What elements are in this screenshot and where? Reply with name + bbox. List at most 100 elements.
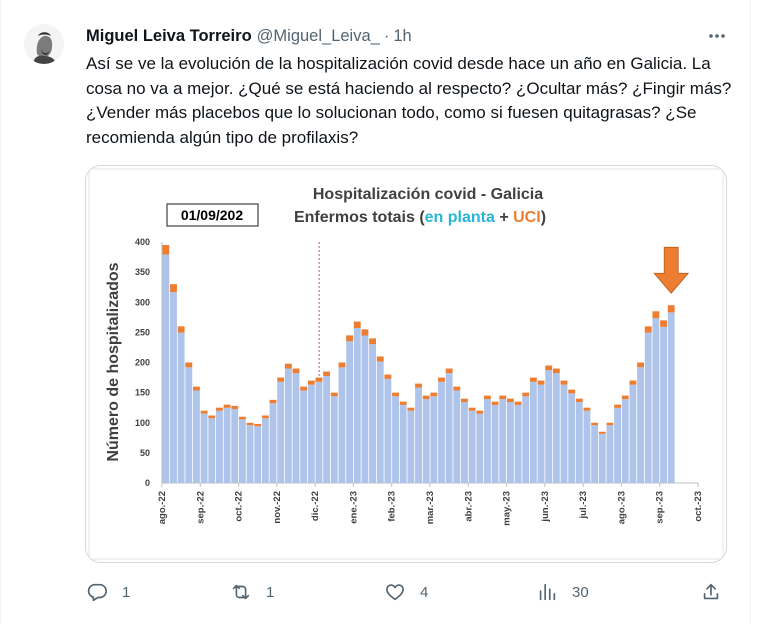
bar-uci [468,407,476,411]
like-button[interactable]: 4 [384,574,428,610]
bar-uci [246,422,254,426]
bar-uci [162,245,170,255]
x-tick-label: may.-23 [502,491,513,526]
bar-ward [652,318,660,483]
x-tick-label: ene.-23 [348,491,359,524]
bar-ward [261,418,269,483]
bar-uci [568,389,576,394]
bar-uci [660,320,667,327]
bar-uci [330,392,338,397]
bar-ward [629,384,637,483]
view-count: 30 [572,583,589,601]
bar-ward [667,312,675,483]
bar-uci [667,305,675,313]
bar-ward [338,367,346,483]
timeline-divider-right [750,0,751,624]
x-tick-label: oct.-23 [693,491,704,522]
bar-ward [300,390,308,483]
highlight-arrow [653,246,690,294]
bar-ward [468,410,476,483]
bar-ward [177,332,185,483]
timestamp[interactable]: 1h [393,26,412,45]
user-handle[interactable]: @Miguel_Leiva_ [256,26,380,45]
timeline-divider-left [0,0,1,624]
bar-uci [346,335,354,342]
bar-uci [193,386,200,391]
bar-ward [185,367,193,483]
bar-ward [392,396,399,483]
bar-uci [445,368,453,374]
chart-subtitle-part-2: + [495,209,513,226]
bar-ward [254,426,262,483]
share-button[interactable] [700,574,722,610]
x-tick-label: feb.-23 [387,491,398,522]
bar-ward [591,425,599,483]
tweet-media-image[interactable]: Hospitalización covid - Galicia Enfermos … [85,165,727,563]
bar-ward [422,399,430,483]
bar-ward [522,396,530,483]
bar-uci [277,377,285,382]
bar-uci [637,362,644,368]
bar-ward [193,390,200,483]
bar-ward [476,413,484,483]
bar-uci [200,410,208,414]
bar-ward [660,326,667,483]
like-count: 4 [420,583,429,601]
bar-ward [529,381,537,483]
retweet-button[interactable]: 1 [230,574,274,610]
bar-uci [415,383,422,388]
bar-ward [238,419,246,483]
reply-count: 1 [122,583,131,601]
bar-ward [407,410,415,483]
bar-uci [177,326,185,333]
bar-uci [216,407,223,411]
bar-ward [614,407,622,483]
avatar[interactable] [24,24,64,64]
bar-uci [606,422,614,426]
bar-uci [552,368,560,374]
views-button[interactable]: 30 [536,574,589,610]
chart-panel [88,168,724,560]
hospitalization-chart: Hospitalización covid - Galicia Enfermos … [88,168,724,560]
tweet-header: Miguel Leiva Torreiro @Miguel_Leiva_ · 1… [86,25,412,47]
chart-subtitle: Enfermos totais (en planta + UCI) [294,209,546,226]
bar-ward [453,390,461,483]
bar-ward [644,332,652,483]
bar-uci [575,398,583,403]
bar-uci [376,356,384,362]
bar-uci [522,392,530,397]
bar-ward [560,384,568,483]
bar-ward [445,373,453,483]
reply-button[interactable]: 1 [86,574,130,610]
bar-ward [499,399,507,483]
chart-subtitle-part-1: en planta [425,209,495,226]
bar-uci [407,407,415,411]
y-tick-label: 350 [135,267,150,277]
bar-uci [598,431,606,434]
tweet-text: Así se ve la evolución de la hospitaliza… [86,54,732,147]
x-tick-label: nov.-22 [272,491,283,524]
bar-uci [621,395,629,400]
bar-uci [484,395,491,400]
bar-ward [637,367,644,483]
bar-uci [323,371,331,376]
more-options-button[interactable] [705,24,729,48]
display-name[interactable]: Miguel Leiva Torreiro [86,26,252,45]
bar-uci [353,321,361,328]
x-tick-label: sep.-23 [655,491,666,524]
y-tick-label: 250 [135,327,150,337]
x-tick-label: jun.-23 [540,491,551,523]
x-tick-label: jul.-23 [578,491,589,519]
bar-uci [514,401,522,405]
x-tick-label: dic.-22 [310,491,321,521]
bar-uci [238,416,246,420]
bar-ward [491,404,499,483]
y-tick-label: 300 [135,297,150,307]
bar-ward [231,408,239,483]
bar-uci [560,380,568,385]
bar-uci [644,326,652,333]
bar-uci [307,380,315,385]
bar-uci [231,405,239,409]
chart-subtitle-part-0: Enfermos totais ( [294,209,425,226]
bar-ward [438,381,445,483]
